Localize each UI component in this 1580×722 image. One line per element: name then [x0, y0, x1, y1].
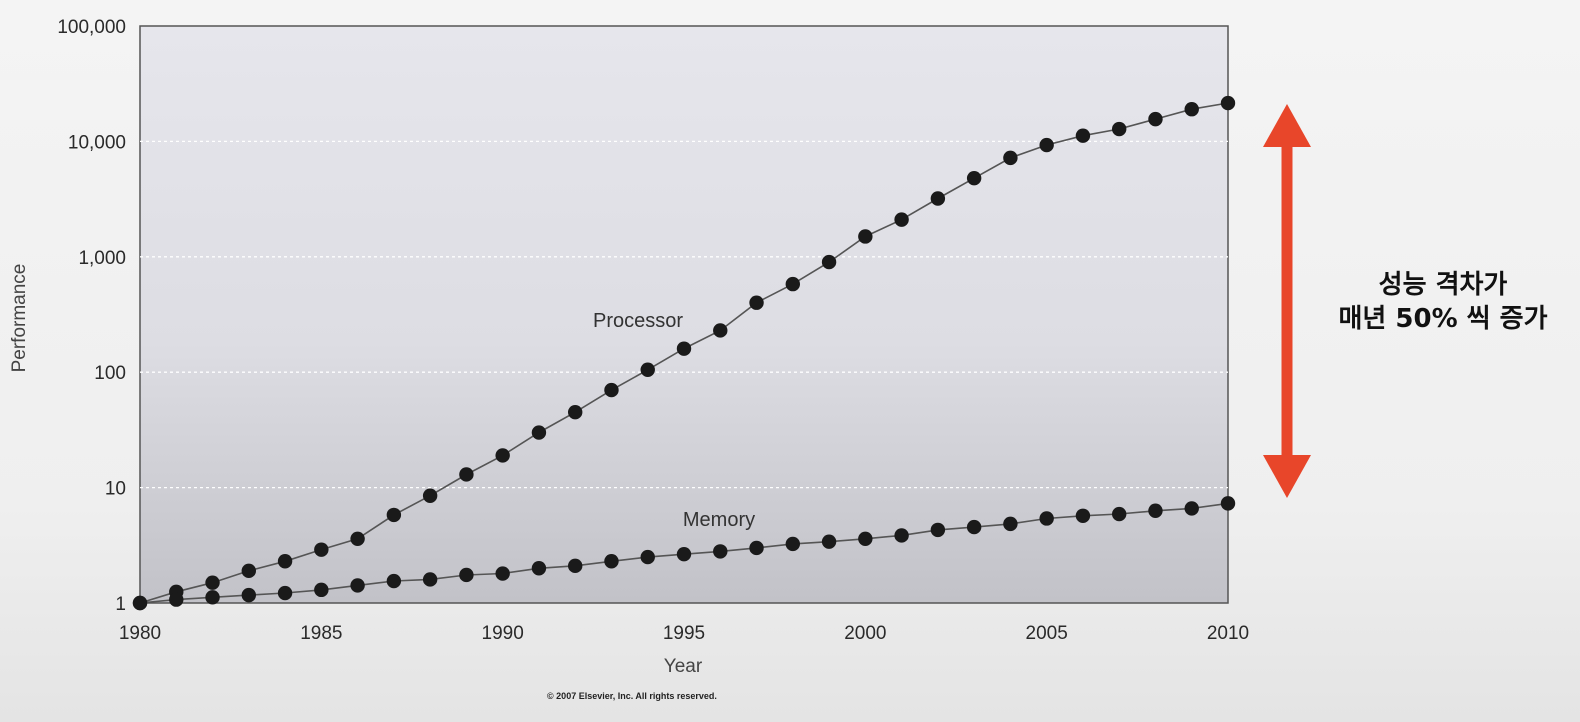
data-point-processor	[531, 425, 547, 440]
x-axis-title: Year	[664, 656, 703, 677]
y-tick-label: 10	[105, 479, 126, 500]
data-point-memory	[930, 522, 946, 538]
x-tick-label: 2010	[1207, 623, 1249, 644]
data-point-processor	[459, 467, 474, 482]
data-point-processor	[422, 488, 438, 503]
data-point-memory	[1003, 516, 1018, 532]
data-point-processor	[350, 531, 365, 547]
data-point-processor	[713, 323, 728, 338]
copyright-note: © 2007 Elsevier, Inc. All rights reserve…	[547, 691, 717, 701]
data-point-processor	[640, 362, 655, 377]
data-point-processor	[1220, 95, 1236, 111]
series-memory	[132, 496, 1236, 611]
performance-gap-line-2: 매년 50% 씩 증가	[1338, 304, 1548, 334]
data-point-memory	[1075, 508, 1091, 523]
data-point-processor	[1184, 102, 1199, 117]
data-point-processor	[604, 382, 619, 398]
data-point-memory	[495, 566, 510, 581]
performance-gap-note: 성능 격차가 매년 50% 씩 증가	[1318, 268, 1568, 336]
data-point-processor	[858, 229, 873, 244]
arrow-head-down	[1263, 455, 1311, 498]
data-point-memory	[858, 531, 873, 547]
data-point-processor	[749, 295, 764, 310]
arrow-head-up	[1263, 104, 1311, 147]
data-point-memory	[531, 561, 547, 576]
data-point-memory	[1148, 503, 1163, 518]
data-point-memory	[205, 590, 220, 605]
data-point-processor	[1003, 150, 1018, 166]
data-point-memory	[314, 582, 329, 598]
y-tick-label: 1,000	[78, 248, 126, 269]
data-point-memory	[894, 528, 909, 543]
y-tick-label: 100,000	[57, 17, 126, 38]
plot-area	[139, 25, 1229, 604]
y-axis-title: Performance	[9, 264, 30, 373]
data-point-memory	[1184, 501, 1199, 516]
data-point-memory	[422, 572, 438, 587]
data-point-processor	[241, 563, 256, 579]
data-point-memory	[350, 578, 365, 593]
data-point-processor	[568, 405, 583, 420]
data-point-processor	[966, 170, 982, 186]
x-tick-label: 2005	[1026, 623, 1068, 644]
data-point-memory	[568, 558, 583, 574]
data-point-memory	[676, 546, 692, 562]
y-axis-ticks: 1 10 100 1,000 10,000 100,000	[57, 17, 126, 615]
series-group	[132, 95, 1236, 611]
data-point-processor	[314, 542, 329, 557]
x-tick-label: 1985	[300, 623, 342, 644]
y-tick-label: 10,000	[68, 132, 126, 153]
data-point-memory	[1112, 506, 1127, 522]
data-point-processor	[676, 341, 692, 356]
data-point-processor	[1112, 121, 1127, 137]
data-point-memory	[821, 534, 837, 549]
x-tick-label: 1980	[119, 623, 161, 644]
data-point-memory	[966, 519, 982, 535]
data-point-processor	[277, 554, 293, 569]
x-tick-label: 2000	[844, 623, 886, 644]
x-axis-ticks: 1980 1985 1990 1995 2000 2005 2010	[119, 623, 1249, 644]
data-point-processor	[785, 276, 800, 292]
data-point-memory	[241, 587, 256, 603]
performance-gap-line-1: 성능 격차가	[1378, 270, 1508, 300]
data-point-memory	[640, 549, 655, 565]
x-tick-label: 1990	[482, 623, 524, 644]
data-point-memory	[604, 554, 619, 569]
data-point-processor	[1148, 111, 1163, 127]
data-point-processor	[1075, 128, 1091, 143]
data-point-memory	[749, 540, 764, 556]
double-arrow-icon	[1263, 104, 1311, 498]
data-point-processor	[894, 212, 909, 227]
data-point-processor	[205, 575, 220, 590]
y-tick-label: 1	[115, 594, 126, 615]
y-tick-label: 100	[94, 363, 126, 384]
data-point-memory	[277, 585, 293, 601]
data-point-processor	[930, 191, 946, 206]
data-point-processor	[495, 448, 510, 463]
data-point-memory	[785, 536, 800, 552]
data-point-memory	[1039, 511, 1054, 526]
data-point-memory	[386, 573, 402, 589]
x-tick-label: 1995	[663, 623, 705, 644]
series-label-memory: Memory	[683, 509, 755, 531]
data-point-memory	[713, 544, 728, 559]
data-point-memory	[169, 592, 184, 607]
data-point-memory	[1220, 496, 1236, 511]
data-point-memory	[132, 595, 148, 611]
data-point-processor	[821, 254, 837, 270]
data-point-processor	[386, 507, 402, 523]
series-label-processor: Processor	[593, 310, 683, 332]
data-point-processor	[1039, 137, 1054, 153]
data-point-memory	[459, 567, 474, 583]
